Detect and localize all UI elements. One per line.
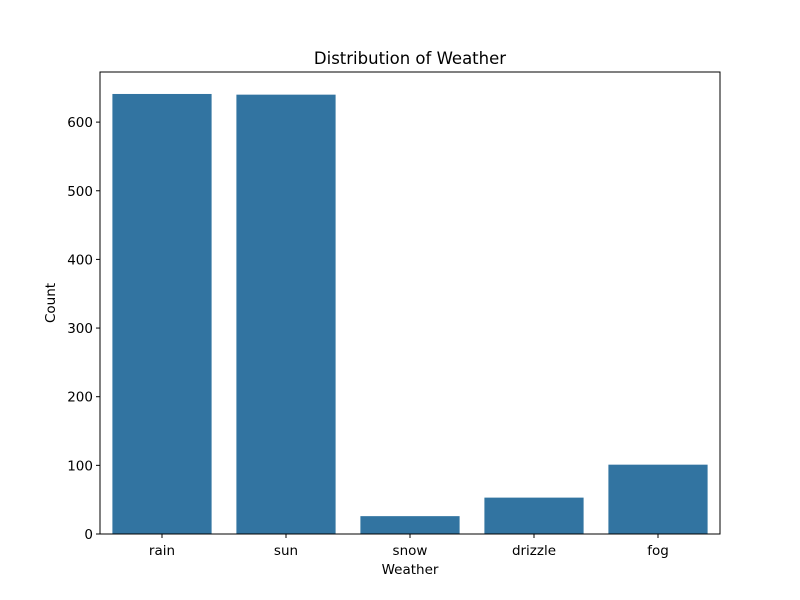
x-axis-ticks: rain sun snow drizzle fog [149,534,669,559]
y-tick-label: 600 [67,115,93,131]
y-tick-label: 400 [67,252,93,268]
y-tick-label: 0 [84,527,93,543]
y-axis-ticks: 0 100 200 300 400 500 600 [67,115,100,543]
x-tick-label: drizzle [512,543,556,559]
y-axis-label: Count [43,283,59,323]
x-tick-label: sun [274,543,298,559]
y-tick-label: 300 [67,321,93,337]
bar-sun [236,94,336,535]
x-tick-label: fog [647,543,669,559]
x-tick-label: snow [393,543,428,559]
y-tick-label: 100 [67,458,93,474]
x-axis-label: Weather [382,562,439,578]
x-tick-label: rain [149,543,175,559]
bar-fog [608,464,708,534]
y-tick-label: 200 [67,390,93,406]
plot-area-frame [99,71,721,535]
bar-snow [360,516,460,534]
bar-rain [112,93,212,534]
y-tick-label: 500 [67,184,93,200]
chart-title: Distribution of Weather [314,49,506,68]
bar-drizzle [484,497,584,534]
bars-group [112,93,708,535]
